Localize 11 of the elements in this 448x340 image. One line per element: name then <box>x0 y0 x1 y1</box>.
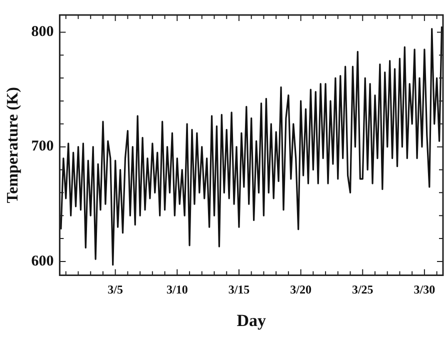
x-tick-label: 3/10 <box>166 282 188 296</box>
y-axis-title: Temperature (K) <box>4 87 22 204</box>
y-tick-label: 700 <box>31 138 54 155</box>
x-tick-label: 3/25 <box>352 282 374 296</box>
x-tick-label: 3/30 <box>414 282 436 296</box>
y-tick-label: 800 <box>31 24 54 40</box>
x-tick-label: 3/5 <box>108 282 124 296</box>
x-axis-title: Day <box>236 311 266 330</box>
y-tick-label: 600 <box>31 253 54 270</box>
x-tick-label: 3/15 <box>228 282 250 296</box>
x-tick-label: 3/20 <box>290 282 312 296</box>
